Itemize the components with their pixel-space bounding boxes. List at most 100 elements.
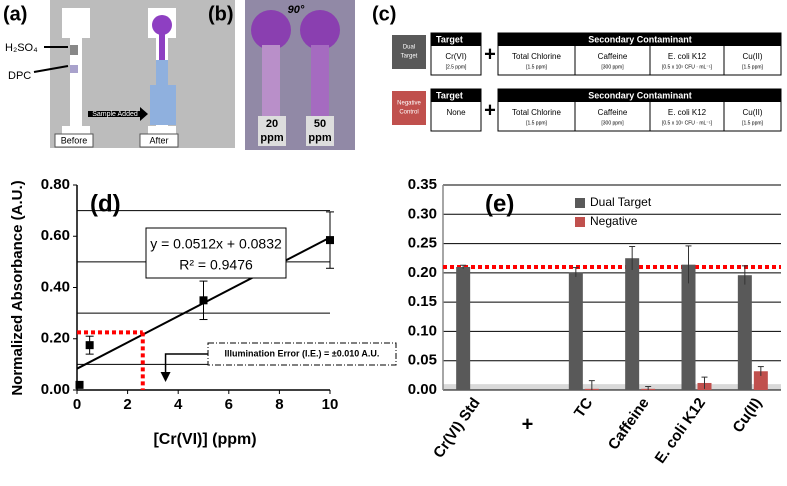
annotation-arrow xyxy=(164,353,208,375)
point xyxy=(199,296,208,305)
caption: After xyxy=(149,135,168,145)
badge xyxy=(392,91,426,125)
annotation: Illumination Error (I.E.) = ±0.010 A.U. xyxy=(225,348,380,358)
plus: + xyxy=(484,99,496,121)
x-tick-label: 8 xyxy=(275,396,283,413)
header-text: Target xyxy=(436,90,463,100)
legend-label: Dual Target xyxy=(590,195,652,209)
x-tick-label: 6 xyxy=(225,396,233,413)
spot xyxy=(311,45,329,120)
y-tick-label: 0.20 xyxy=(408,264,437,281)
panel-a: Before After H₂SO₄ DPC Sample Added (a) xyxy=(3,0,235,148)
cell-text: E. coli K12 xyxy=(668,108,707,117)
cell-text: Cr(VI) xyxy=(445,52,467,61)
x-tick-label: 10 xyxy=(322,396,339,413)
panel-label: (b) xyxy=(208,3,234,25)
cell-text: Total Chlorine xyxy=(512,52,561,61)
legend-swatch xyxy=(575,217,585,227)
panel-label: (c) xyxy=(372,3,396,25)
arrow-head xyxy=(160,372,171,382)
caption: ppm xyxy=(260,132,283,144)
header xyxy=(431,89,481,102)
bar xyxy=(625,258,640,390)
spot xyxy=(156,60,168,90)
badge-label: Negative xyxy=(397,101,421,107)
cell-text: None xyxy=(446,108,466,117)
badge-label: Control xyxy=(399,110,418,116)
x-tick-label: 0 xyxy=(73,396,81,413)
r-squared: R² = 0.9476 xyxy=(179,257,253,273)
point xyxy=(326,236,334,245)
bar xyxy=(568,272,583,390)
caption-box xyxy=(139,133,179,148)
x-tick-label: + xyxy=(522,413,534,435)
x-tick-label: Caffeine xyxy=(605,395,653,453)
y-tick-label: 0.20 xyxy=(41,330,70,347)
fit-equation: y = 0.0512x + 0.0832 xyxy=(150,236,282,252)
cell-text: E. coli K12 xyxy=(668,52,707,61)
header-text: Secondary Contaminant xyxy=(588,90,692,100)
header xyxy=(431,33,481,46)
charts: 0.00 0.20 0.40 0.60 0.80 0 2 4 6 8 10 y = 0.0512x +… xyxy=(9,176,781,467)
header-text: Secondary Contaminant xyxy=(588,34,692,44)
cell-conc: [1.5 ppm] xyxy=(742,64,763,70)
caption: 20 xyxy=(266,118,278,130)
panel-c: (c) Dual Target Target Cr(VI) [2.5 ppm] + Seco… xyxy=(372,3,782,132)
x-tick-label: TC xyxy=(571,395,596,421)
spot xyxy=(152,15,172,35)
bar xyxy=(681,264,696,390)
spot xyxy=(159,30,165,60)
panel-label: (d) xyxy=(90,190,121,217)
y-tick-label: 0.00 xyxy=(408,381,437,398)
x-axis-label: [Cr(VI)] (ppm) xyxy=(153,431,256,448)
y-tick-label: 0.80 xyxy=(41,176,70,193)
arrow-label: Sample Added xyxy=(92,111,138,118)
spot xyxy=(150,85,176,125)
cell-text: Total Chlorine xyxy=(512,108,561,117)
panel-b: 20 ppm 50 ppm 90° (b) xyxy=(208,0,355,150)
cell-conc: [300 ppm] xyxy=(601,64,624,70)
cell-conc: [0.5 x 10⁵ CFU · mL⁻¹] xyxy=(662,120,713,126)
x-tick-label: Cr(VI) Std xyxy=(430,395,484,461)
caption-box xyxy=(306,116,334,146)
noise-band xyxy=(443,384,781,390)
y-tick-label: 0.05 xyxy=(408,352,437,369)
caption-box xyxy=(258,116,286,146)
cell-text: Cu(II) xyxy=(743,52,763,61)
bar xyxy=(456,267,471,390)
badge xyxy=(392,35,426,69)
caption-box xyxy=(54,133,94,148)
cell-text: Caffeine xyxy=(598,52,628,61)
cell-text: Cu(II) xyxy=(743,108,763,117)
x-tick-label: 2 xyxy=(123,396,131,413)
cell-conc: [1.5 ppm] xyxy=(526,120,547,126)
y-tick-label: 0.15 xyxy=(408,293,437,310)
cell-conc: [1.5 ppm] xyxy=(526,64,547,70)
equation-box xyxy=(145,227,287,279)
y-tick-label: 0.25 xyxy=(408,235,437,252)
legend-label: Negative xyxy=(590,214,638,228)
reagent-label: H₂SO₄ xyxy=(5,42,38,54)
y-tick-label: 0.00 xyxy=(41,381,70,398)
bar xyxy=(753,371,768,390)
header-text: Target xyxy=(436,34,463,44)
y-tick-label: 0.35 xyxy=(408,176,437,193)
y-axis-label: Normalized Absorbance (A.U.) xyxy=(9,180,26,395)
x-tick-label: 4 xyxy=(174,396,183,413)
point xyxy=(85,341,94,350)
arrow xyxy=(33,65,69,73)
plus: + xyxy=(484,43,496,65)
badge-label: Target xyxy=(401,54,418,60)
cell-conc: [0.5 x 10⁵ CFU · mL⁻¹] xyxy=(662,64,713,70)
spot xyxy=(300,10,340,50)
y-tick-label: 0.30 xyxy=(408,205,437,222)
spot xyxy=(70,65,78,73)
y-tick-label: 0.60 xyxy=(41,227,70,244)
panel-label: (a) xyxy=(3,3,27,25)
x-tick-label: E. coli K12 xyxy=(652,395,709,467)
bar xyxy=(737,275,752,390)
y-tick-label: 0.10 xyxy=(408,322,437,339)
caption: 50 xyxy=(314,118,326,130)
y-tick-label: 0.40 xyxy=(41,278,70,295)
spot xyxy=(70,45,78,55)
